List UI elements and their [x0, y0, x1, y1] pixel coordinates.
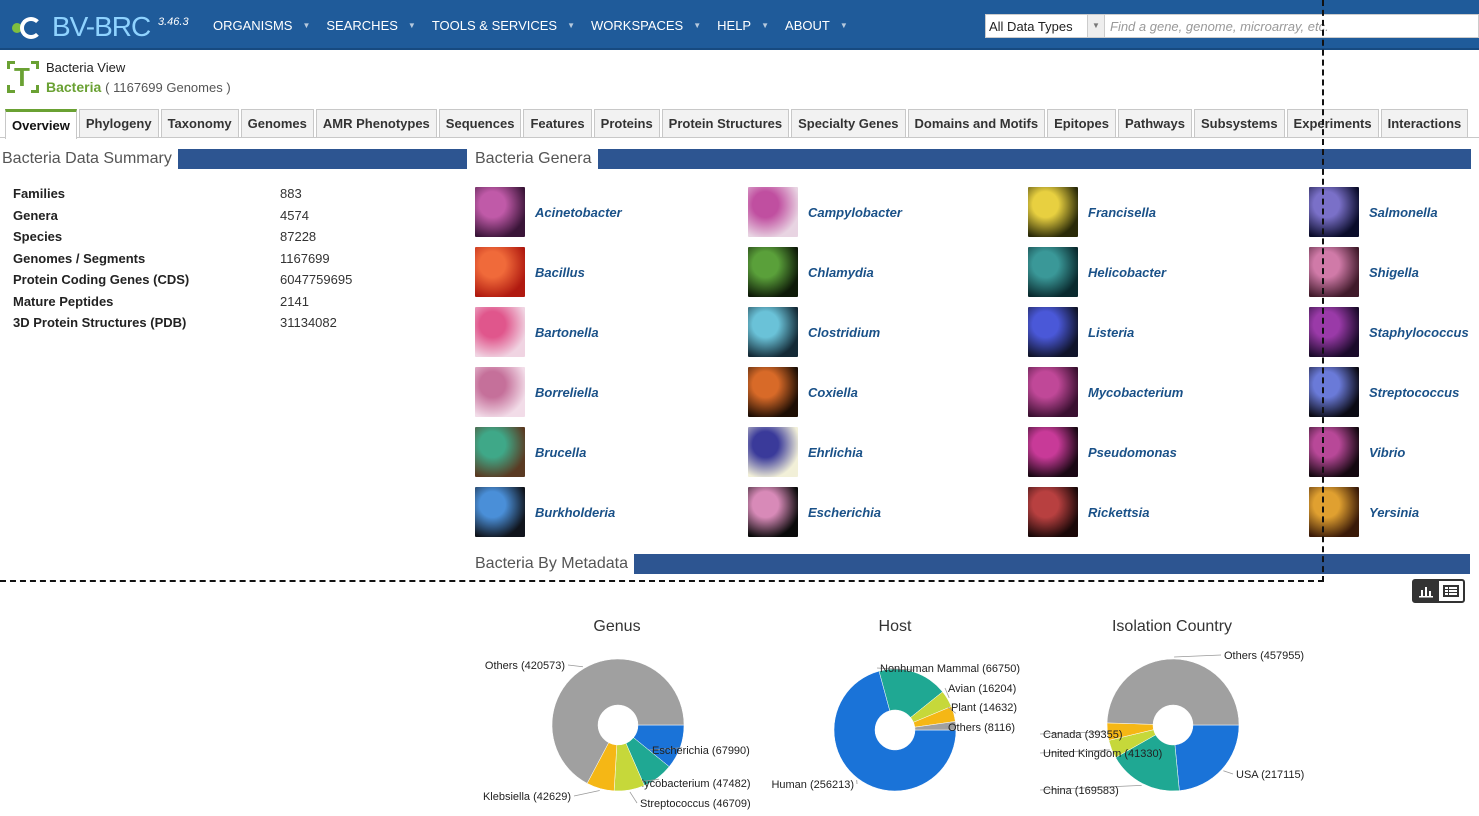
pie-leader-line — [630, 792, 637, 803]
pie-label: Mycobacterium (47482) — [635, 778, 751, 790]
pie-label: USA (217115) — [1236, 769, 1304, 781]
pie-label: Avian (16204) — [948, 683, 1016, 695]
pie-label: China (169583) — [1043, 785, 1119, 797]
pie-label: Others (8116) — [948, 722, 1015, 734]
pie-label: Streptococcus (46709) — [640, 798, 751, 810]
pie-slice-others[interactable] — [1107, 659, 1239, 725]
pie-leader-line — [1174, 655, 1221, 657]
pie-label: Escherichia (67990) — [652, 745, 750, 757]
pie-label: Plant (14632) — [951, 702, 1017, 714]
pie-label: Human (256213) — [771, 779, 854, 791]
pie-label: Klebsiella (42629) — [483, 791, 571, 803]
pie-leader-line — [568, 665, 583, 667]
pie-slice-usa[interactable] — [1175, 725, 1239, 791]
pie-leader-line — [574, 790, 600, 796]
pie-label: Nonhuman Mammal (66750) — [880, 663, 1020, 675]
pie-leader-line — [1223, 771, 1233, 774]
pie-label: Others (420573) — [485, 660, 565, 672]
pie-label: Others (457955) — [1224, 650, 1304, 662]
pie-label: Canada (39355) — [1043, 729, 1123, 741]
pie-label: United Kingdom (41330) — [1043, 748, 1162, 760]
